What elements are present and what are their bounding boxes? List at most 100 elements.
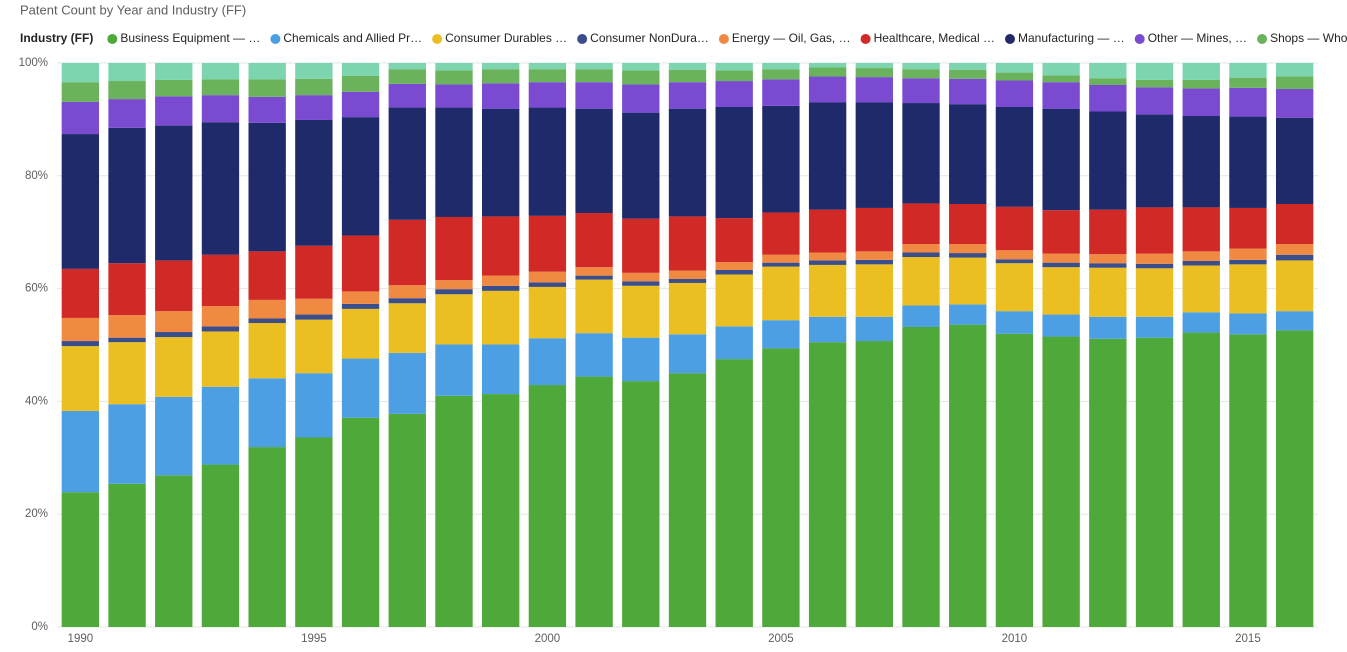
bar-segment	[1042, 210, 1080, 254]
bar-segment	[668, 63, 707, 70]
bar-segment	[388, 413, 426, 627]
bar-segment	[1229, 63, 1267, 78]
bar-segment	[1229, 77, 1267, 88]
bar-segment	[1089, 267, 1127, 317]
bar-segment	[855, 264, 893, 317]
bar-segment	[622, 63, 660, 71]
bar-segment	[668, 282, 707, 335]
bar-segment	[341, 308, 380, 359]
bar-segment	[482, 108, 520, 217]
bar-segment	[1089, 316, 1127, 339]
y-tick-label: 80%	[25, 170, 48, 182]
bar-segment	[949, 104, 987, 204]
bar-segment	[902, 63, 940, 70]
y-tick-label: 100%	[19, 57, 48, 69]
bar-segment	[1275, 63, 1314, 77]
bar-segment	[201, 326, 240, 332]
bar-segment	[482, 216, 520, 276]
bar-segment	[668, 373, 707, 627]
bar-segment	[482, 285, 520, 291]
bar-segment	[902, 203, 940, 245]
bar-segment	[995, 259, 1034, 264]
x-tick-label: 1995	[301, 633, 327, 645]
bar-segment	[1229, 334, 1267, 627]
bar-segment	[155, 311, 193, 333]
bar-segment	[1275, 76, 1314, 89]
bar-segment	[855, 251, 893, 260]
bar-segment	[108, 99, 146, 128]
bar-segment	[575, 108, 613, 214]
bar-segment	[1182, 63, 1220, 80]
bar-segment	[155, 396, 193, 476]
bar-segment	[528, 215, 567, 272]
bar-segment	[248, 323, 286, 379]
bar-segment	[248, 79, 286, 97]
bar-segment	[482, 394, 520, 627]
bar-segment	[201, 63, 240, 80]
bar-segment	[248, 63, 286, 80]
bar-segment	[528, 271, 567, 283]
bar-segment	[1042, 336, 1080, 627]
bar-segment	[1135, 316, 1174, 338]
bar-segment	[1275, 254, 1314, 261]
bar-segment	[435, 107, 473, 217]
bar-segment	[949, 304, 987, 325]
bar-segment	[108, 263, 146, 316]
bar-segment	[1042, 75, 1080, 83]
legend-label: Manufacturing — …	[1018, 31, 1125, 45]
bar-segment	[155, 79, 193, 97]
bar-segment	[575, 376, 613, 627]
bar-segment	[295, 298, 333, 315]
bar-segment	[61, 492, 100, 627]
bar-segment	[1182, 207, 1220, 252]
bar-segment	[949, 257, 987, 305]
y-tick-label: 40%	[25, 395, 48, 407]
bar-segment	[61, 134, 100, 269]
bar-segment	[1275, 204, 1314, 245]
bar-segment	[575, 63, 613, 70]
bar-segment	[201, 254, 240, 307]
bar-segment	[668, 279, 707, 283]
legend-label: Other — Mines, …	[1148, 31, 1247, 45]
bar-segment	[248, 96, 286, 123]
bar-segment	[995, 333, 1034, 627]
legend-marker	[270, 34, 281, 44]
bar-segment	[668, 108, 707, 217]
bar-segment	[668, 82, 707, 109]
bar-segment	[295, 373, 333, 438]
bar-segment	[855, 316, 893, 342]
legend-label: Chemicals and Allied Pr…	[283, 31, 422, 45]
bar-segment	[1042, 108, 1080, 211]
bar-segment	[1135, 114, 1174, 208]
bar-segment	[1135, 268, 1174, 317]
bar-segment	[808, 209, 847, 253]
bar-segment	[949, 244, 987, 254]
bar-segment	[808, 67, 847, 77]
x-tick-label: 2000	[535, 633, 561, 645]
bar-segment	[155, 125, 193, 261]
legend-title: Industry (FF)	[20, 31, 93, 45]
bar-segment	[762, 212, 800, 255]
legend-marker	[860, 34, 871, 44]
bar-segment	[108, 337, 146, 343]
bar-segment	[808, 264, 847, 317]
legend-marker	[577, 34, 588, 44]
bar-segment	[61, 82, 100, 102]
bar-segment	[622, 70, 660, 85]
bar-segment	[388, 69, 426, 84]
bar-segment	[1275, 244, 1314, 255]
legend-marker	[432, 34, 443, 44]
bar-segment	[341, 63, 380, 76]
bar-segment	[341, 358, 380, 418]
bar-segment	[622, 337, 660, 382]
bar-segment	[155, 63, 193, 80]
bar-segment	[1089, 111, 1127, 210]
bar-segment	[575, 267, 613, 276]
bar-segment	[808, 316, 847, 343]
bar-segment	[715, 218, 753, 263]
bar-segment	[341, 91, 380, 118]
bar-segment	[855, 207, 893, 252]
bar-segment	[1229, 264, 1267, 314]
bar-segment	[715, 106, 753, 219]
bar-segment	[762, 63, 800, 70]
